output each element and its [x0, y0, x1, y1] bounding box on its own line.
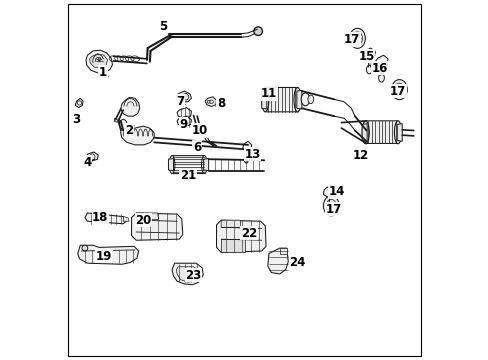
- Polygon shape: [131, 213, 183, 240]
- Polygon shape: [168, 158, 173, 171]
- Polygon shape: [172, 263, 203, 285]
- Polygon shape: [89, 54, 107, 68]
- Text: 23: 23: [185, 269, 201, 282]
- Text: 12: 12: [352, 149, 368, 162]
- Polygon shape: [362, 124, 366, 141]
- Polygon shape: [177, 108, 191, 118]
- Ellipse shape: [362, 121, 368, 144]
- Polygon shape: [121, 98, 140, 116]
- Text: 9: 9: [179, 118, 187, 131]
- Polygon shape: [296, 90, 301, 109]
- Ellipse shape: [366, 65, 371, 74]
- Ellipse shape: [391, 80, 407, 100]
- Polygon shape: [216, 220, 265, 252]
- Ellipse shape: [301, 93, 309, 106]
- Polygon shape: [78, 245, 139, 264]
- Text: 18: 18: [92, 211, 108, 224]
- Polygon shape: [365, 121, 398, 143]
- Text: 22: 22: [240, 226, 256, 239]
- Text: 13: 13: [244, 148, 260, 161]
- Text: 17: 17: [389, 85, 405, 98]
- Ellipse shape: [293, 87, 301, 112]
- Text: 7: 7: [176, 95, 185, 108]
- Text: 11: 11: [260, 87, 276, 100]
- Polygon shape: [204, 97, 216, 107]
- Text: 3: 3: [72, 113, 81, 126]
- Text: 15: 15: [358, 50, 374, 63]
- Text: 5: 5: [158, 20, 166, 33]
- Text: 16: 16: [371, 62, 387, 75]
- Ellipse shape: [261, 87, 268, 112]
- Text: 6: 6: [193, 140, 201, 153]
- Text: 19: 19: [96, 249, 112, 262]
- Polygon shape: [180, 93, 188, 100]
- Ellipse shape: [82, 245, 88, 251]
- Polygon shape: [123, 217, 129, 221]
- Polygon shape: [172, 156, 204, 174]
- Polygon shape: [396, 124, 402, 141]
- Polygon shape: [177, 116, 191, 127]
- Polygon shape: [86, 50, 112, 73]
- Polygon shape: [85, 213, 126, 224]
- Polygon shape: [265, 87, 298, 112]
- Ellipse shape: [349, 28, 365, 48]
- Polygon shape: [267, 248, 287, 274]
- Ellipse shape: [323, 196, 339, 216]
- Polygon shape: [136, 213, 158, 220]
- Ellipse shape: [307, 95, 313, 104]
- Polygon shape: [203, 158, 208, 171]
- Polygon shape: [75, 98, 83, 108]
- Polygon shape: [261, 90, 266, 109]
- Ellipse shape: [378, 73, 384, 82]
- Text: 14: 14: [328, 185, 345, 198]
- Ellipse shape: [253, 27, 262, 36]
- Text: 20: 20: [135, 214, 151, 227]
- Text: 17: 17: [325, 203, 341, 216]
- Polygon shape: [279, 248, 286, 253]
- Polygon shape: [176, 267, 199, 282]
- Ellipse shape: [201, 156, 207, 174]
- Text: 17: 17: [343, 33, 360, 46]
- Text: 21: 21: [180, 169, 196, 182]
- Polygon shape: [221, 220, 241, 227]
- Text: 1: 1: [99, 66, 108, 79]
- Ellipse shape: [394, 121, 401, 144]
- Text: 2: 2: [125, 124, 134, 137]
- Polygon shape: [177, 91, 191, 102]
- Polygon shape: [363, 48, 375, 59]
- Text: 8: 8: [215, 98, 225, 111]
- Text: 10: 10: [191, 124, 207, 137]
- Polygon shape: [375, 55, 387, 68]
- Text: 24: 24: [289, 256, 305, 269]
- Polygon shape: [86, 152, 98, 161]
- Polygon shape: [115, 118, 120, 123]
- Text: 4: 4: [83, 156, 94, 168]
- Polygon shape: [121, 126, 154, 145]
- Polygon shape: [221, 239, 244, 252]
- Polygon shape: [323, 185, 334, 197]
- Ellipse shape: [169, 156, 175, 174]
- Polygon shape: [242, 141, 251, 151]
- Ellipse shape: [120, 120, 126, 130]
